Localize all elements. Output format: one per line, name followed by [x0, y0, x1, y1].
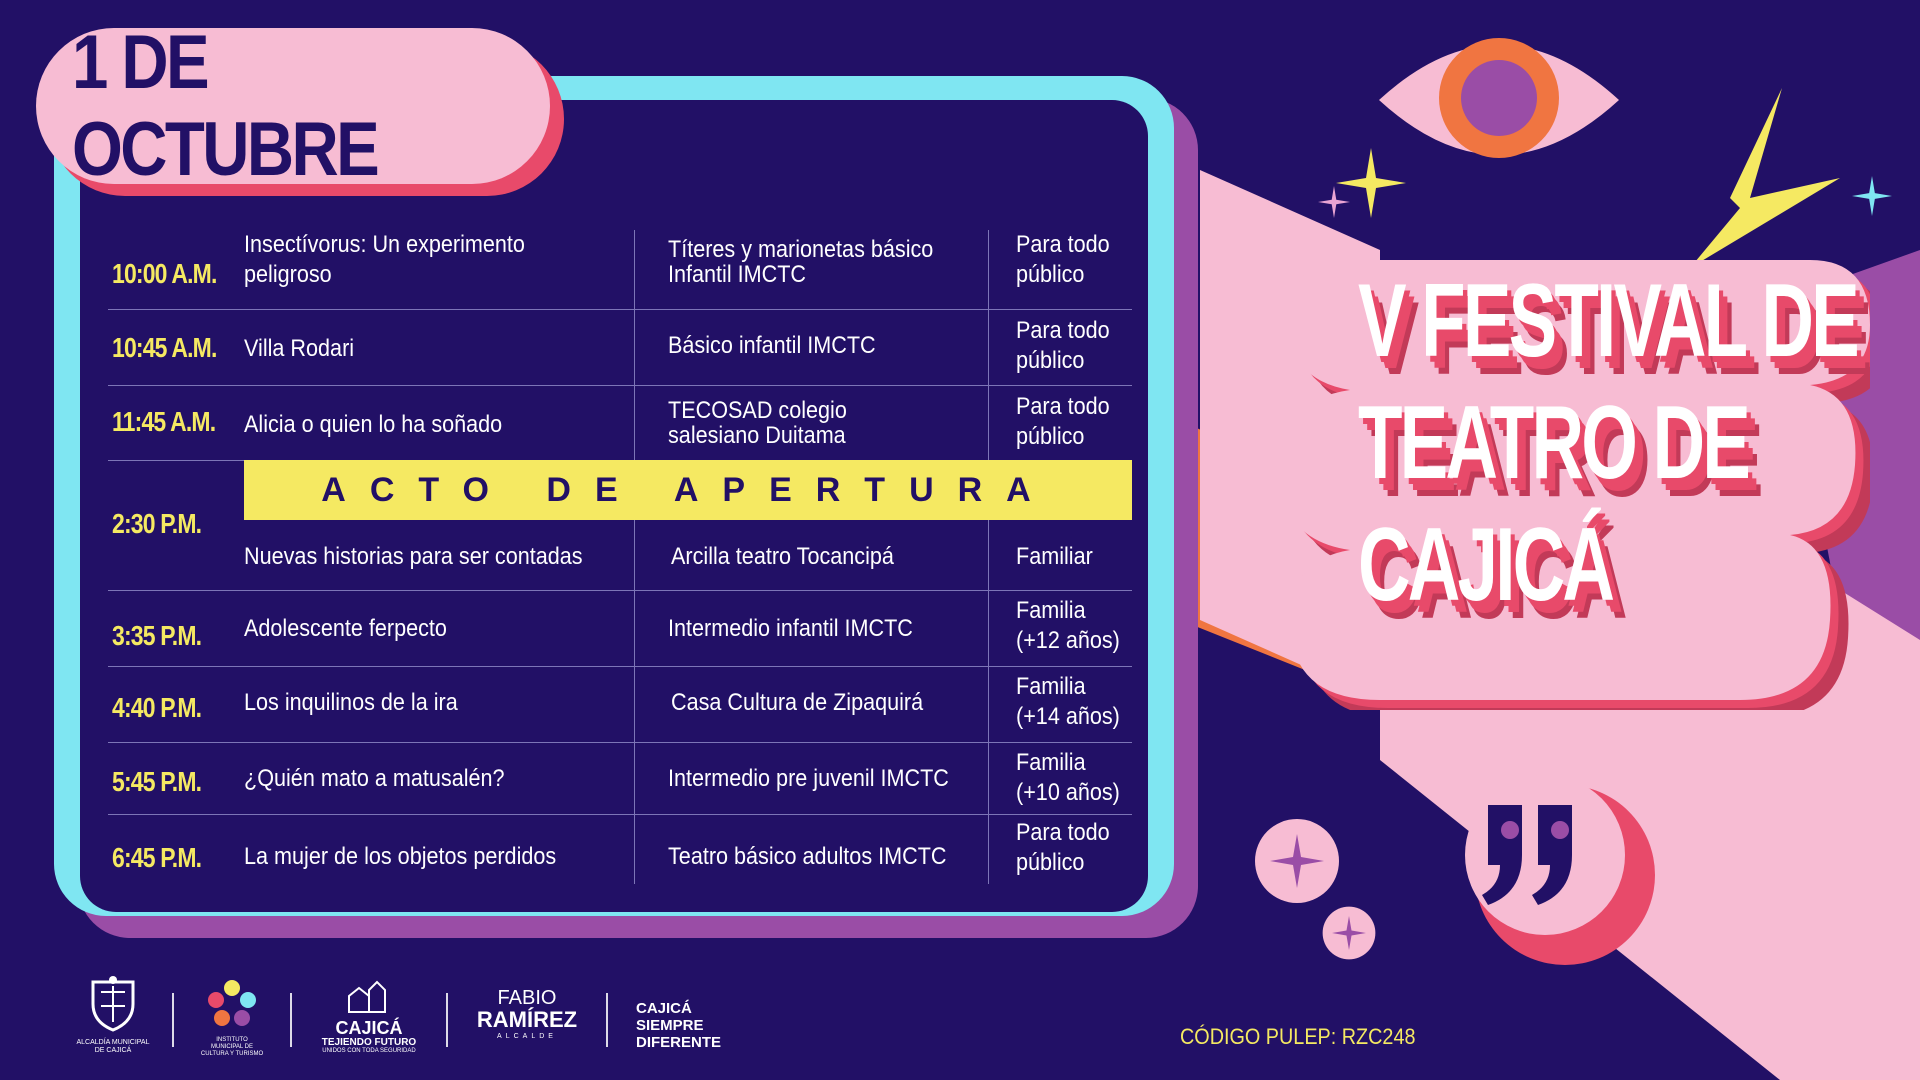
schedule-time: 4:40 P.M.	[112, 692, 202, 723]
schedule-audience: Familia (+12 años)	[1016, 597, 1120, 654]
schedule-audience: Para todo público	[1016, 393, 1110, 450]
row-divider	[108, 309, 1132, 310]
instituto-caption: INSTITUTO MUNICIPAL DE CULTURA Y TURISMO	[200, 1037, 264, 1057]
footer-separator	[606, 993, 608, 1047]
cajica-sub: TEJIENDO FUTURO	[321, 1037, 417, 1048]
schedule-group: Básico infantil IMCTC	[668, 332, 876, 359]
schedule-audience: Familiar	[1016, 543, 1093, 570]
sparkle-icon	[1255, 819, 1339, 903]
cajica-tejiendo-logo: CAJICÁ TEJIENDO FUTURO UNIDOS CON TODA S…	[314, 978, 424, 1055]
coat-of-arms-icon	[91, 976, 135, 1032]
quote-icon	[1465, 775, 1655, 965]
schedule-title: Nuevas historias para ser contadas	[244, 543, 583, 570]
schedule-audience: Familia (+14 años)	[1016, 673, 1120, 730]
footer-separator	[290, 993, 292, 1047]
schedule-audience: Para todo público	[1016, 317, 1110, 374]
date-label: 1 DE OCTUBRE	[71, 20, 380, 192]
schedule-audience: Familia (+10 años)	[1016, 749, 1120, 806]
sparkle-icon	[1318, 186, 1350, 218]
sparkle-icon	[1336, 148, 1406, 218]
schedule-time: 2:30 P.M.	[112, 508, 202, 539]
date-pill: 1 DE OCTUBRE	[36, 20, 550, 192]
schedule-time: 11:45 A.M.	[112, 406, 216, 437]
slogan-line-3: DIFERENTE	[636, 1034, 722, 1051]
row-divider	[108, 460, 244, 461]
footer-separator	[446, 993, 448, 1047]
footer-separator	[172, 993, 174, 1047]
schedule-group: Títeres y marionetas básico Infantil IMC…	[668, 236, 934, 288]
slogan-logo: CAJICÁ SIEMPRE DIFERENTE	[636, 1000, 721, 1051]
alcaldia-caption: ALCALDÍA MUNICIPAL DE CAJICÁ	[76, 1039, 150, 1054]
schedule-group: Casa Cultura de Zipaquirá	[671, 689, 924, 716]
schedule-group: TECOSAD colegio salesiano Duitama	[668, 397, 847, 449]
slogan-line-1: CAJICÁ	[636, 1000, 692, 1017]
schedule-time: 5:45 P.M.	[112, 766, 202, 797]
schedule-title: Insectívorus: Un experimento peligroso	[244, 231, 525, 288]
schedule-title: Villa Rodari	[244, 335, 355, 362]
column-divider	[634, 520, 635, 884]
schedule-time: 6:45 P.M.	[112, 842, 202, 873]
row-divider	[108, 742, 1132, 743]
schedule-time: 10:00 A.M.	[112, 258, 217, 289]
cajica-name: CAJICÁ	[335, 1018, 403, 1038]
festival-title-line-2: TEATRO DE	[1358, 385, 1751, 501]
schedule-group: Intermedio infantil IMCTC	[668, 615, 913, 642]
instituto-logo: INSTITUTO MUNICIPAL DE CULTURA Y TURISMO	[200, 978, 264, 1058]
schedule-time: 10:45 A.M.	[112, 332, 217, 363]
lightning-icon	[1690, 88, 1840, 268]
mayor-first-name: FABIO	[497, 987, 557, 1009]
slogan-line-2: SIEMPRE	[636, 1017, 704, 1034]
schedule-title: Adolescente ferpecto	[244, 615, 447, 642]
schedule-title: ¿Quién mato a matusalén?	[244, 765, 505, 792]
schedule-group: Intermedio pre juvenil IMCTC	[668, 765, 949, 792]
schedule-group: Teatro básico adultos IMCTC	[668, 843, 947, 870]
column-divider	[988, 520, 989, 884]
festival-title-line-1: V FESTIVAL DE	[1358, 263, 1860, 379]
schedule-group: Arcilla teatro Tocancipá	[671, 543, 894, 570]
opening-banner: ACTO DE APERTURA	[244, 460, 1132, 520]
church-icon	[348, 980, 386, 1013]
eye-icon	[1379, 38, 1619, 158]
schedule-title: Alicia o quien lo ha soñado	[244, 411, 503, 438]
mayor-logo: FABIO RAMÍREZ ALCALDE	[470, 988, 584, 1042]
row-divider	[108, 666, 1132, 667]
column-divider	[634, 230, 635, 460]
alcaldia-logo: ALCALDÍA MUNICIPAL DE CAJICÁ	[76, 974, 150, 1055]
schedule-title: Los inquilinos de la ira	[244, 689, 458, 716]
column-divider	[988, 230, 989, 460]
schedule-time: 3:35 P.M.	[112, 620, 202, 651]
schedule-audience: Para todo público	[1016, 819, 1110, 876]
schedule-title: La mujer de los objetos perdidos	[244, 843, 557, 870]
cajica-tag: UNIDOS CON TODA SEGURIDAD	[322, 1048, 416, 1054]
opening-banner-text: ACTO DE APERTURA	[321, 470, 1055, 509]
pulep-code: CÓDIGO PULEP: RZC248	[1180, 1024, 1416, 1049]
sparkle-icon	[1322, 906, 1376, 960]
row-divider	[108, 590, 1132, 591]
culture-institute-icon	[208, 980, 256, 1026]
festival-title-line-3: CAJICÁ	[1358, 507, 1615, 623]
row-divider	[108, 385, 1132, 386]
title-cloud	[1280, 260, 1870, 710]
sparkle-icon	[1852, 176, 1892, 216]
mayor-role: ALCALDE	[497, 1033, 557, 1040]
mayor-last-name: RAMÍREZ	[476, 1007, 578, 1032]
row-divider	[108, 814, 1132, 815]
schedule-audience: Para todo público	[1016, 231, 1110, 288]
